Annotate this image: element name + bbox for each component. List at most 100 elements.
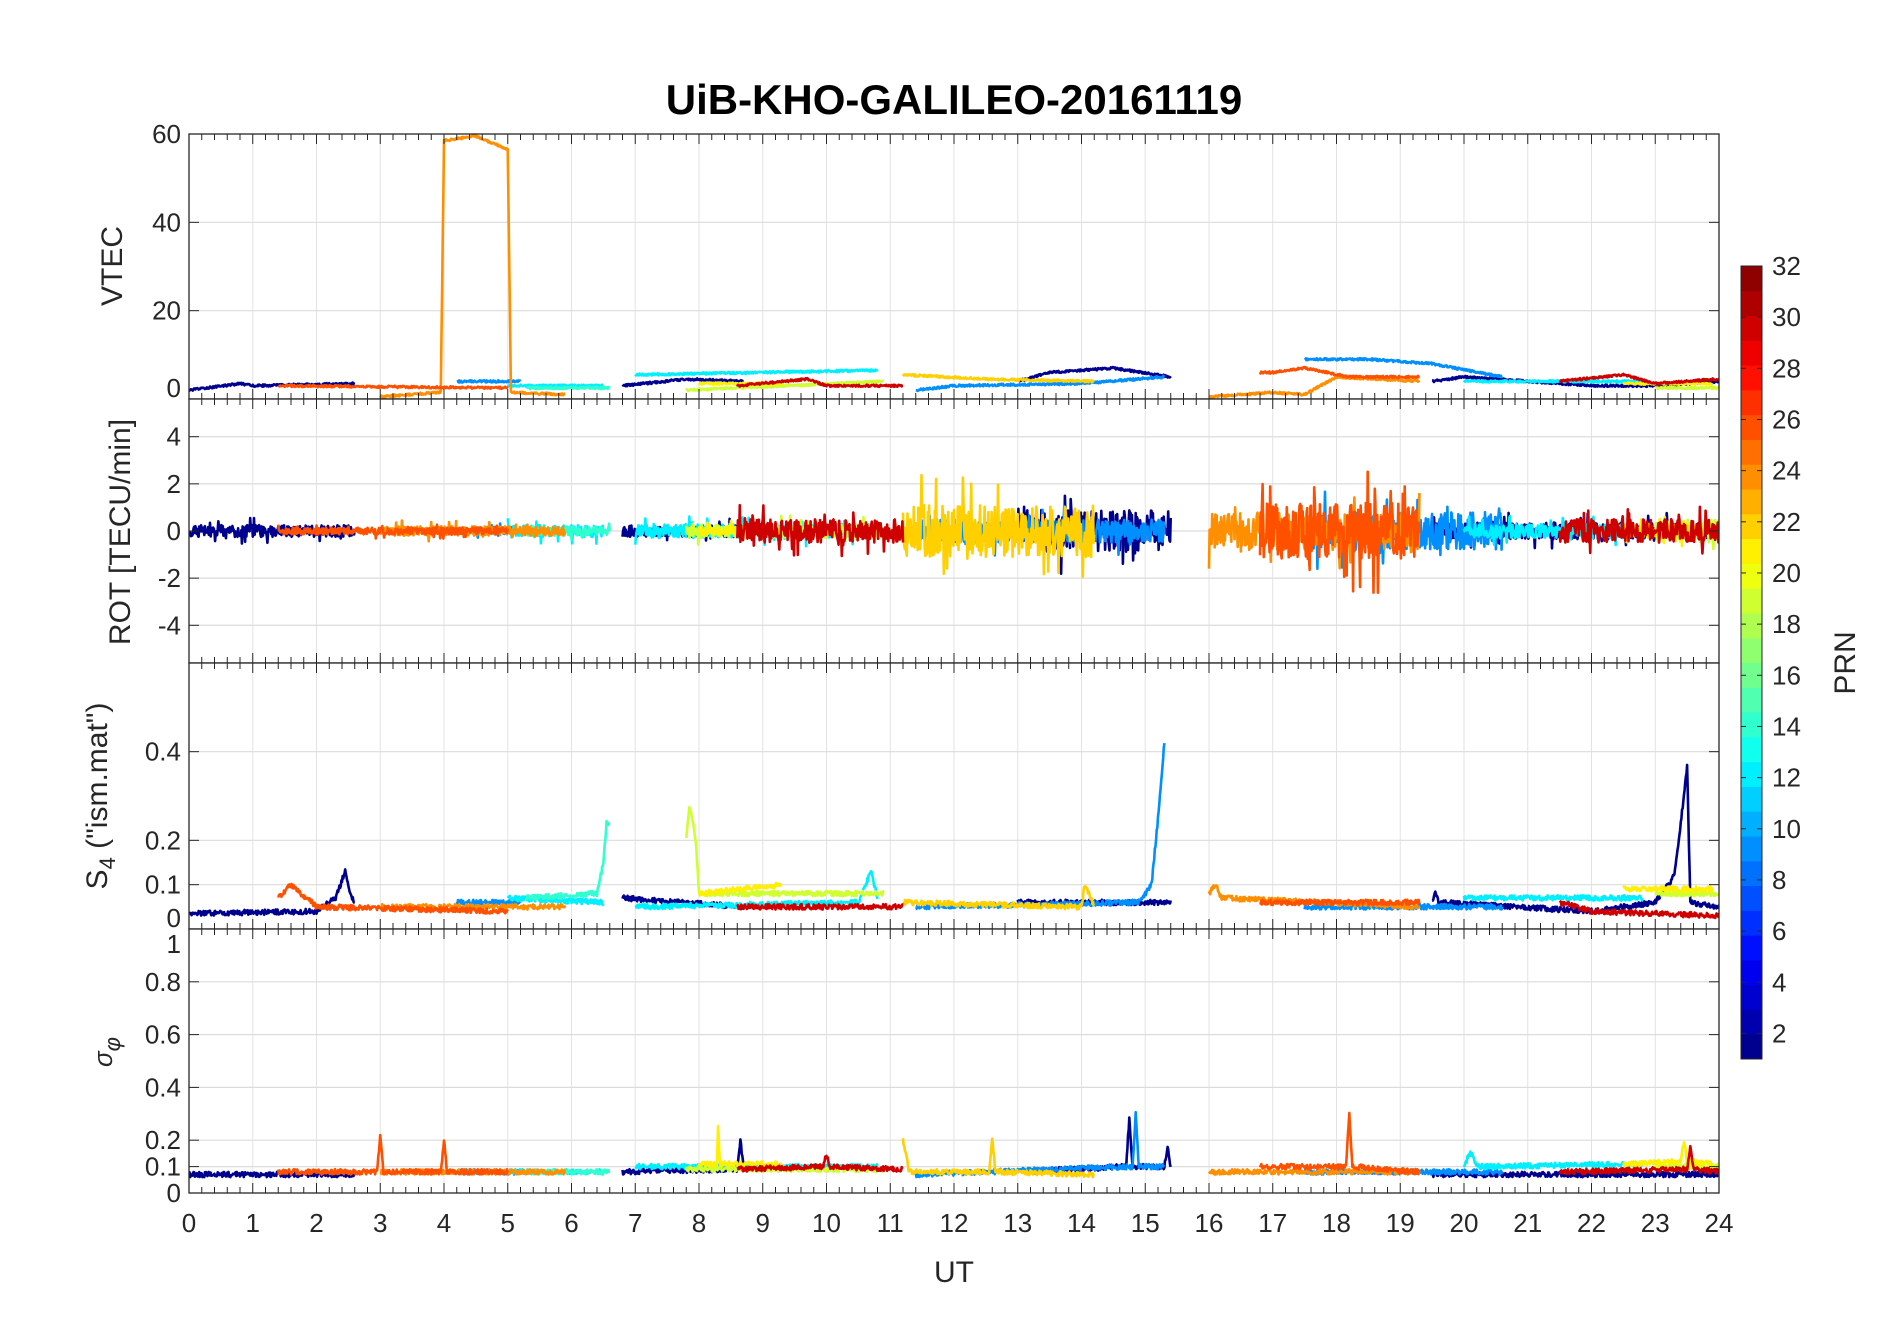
colorbar-band [1741,439,1762,465]
colorbar-band [1741,290,1762,317]
x-tick-label: 3 [373,1208,387,1238]
colorbar-band [1741,414,1762,440]
y-tick-label: 0.6 [145,1020,181,1050]
y-label-main: σ [88,1050,118,1067]
x-tick-label: 16 [1195,1208,1224,1238]
colorbar-tick-label: 30 [1772,302,1801,332]
panel-rot: -4 -2 0 2 4 ROT [TECU/min] [104,398,1720,664]
y-label-rest: ("ism.mat") [81,703,114,858]
series-group [189,134,1719,399]
colorbar-band [1741,588,1762,614]
colorbar-band [1741,885,1762,911]
series-prn-30 [1558,372,1719,386]
colorbar-tick-label: 12 [1772,763,1801,793]
y-tick-label: 20 [152,296,181,326]
colorbar-band [1741,365,1762,391]
colorbar-tick-label: 24 [1772,456,1801,486]
panel-s4: 00.1 0.2 0.4 S4 ("ism.mat") [81,662,1720,933]
colorbar-band [1741,464,1762,490]
colorbar-tick-label: 6 [1772,916,1786,946]
y-tick-label: 0.2 [145,1125,181,1155]
series-prn-26 [277,523,509,540]
colorbar-band [1741,612,1762,639]
y-tick-label: 0.8 [145,967,181,997]
series-prn-30 [1559,1144,1719,1176]
y-tick-label: 60 [152,119,181,149]
y-tick-label: 0 [167,373,181,403]
y-tick-label: 40 [152,207,181,237]
colorbar-tick-label: 2 [1772,1018,1786,1048]
series-prn-19 [685,1165,886,1174]
colorbar-band [1741,315,1762,341]
colorbar-band [1741,563,1762,589]
series-prn-14 [525,385,611,391]
colorbar-tick-label: 4 [1772,967,1786,997]
y-tick-label: 0.1 [145,870,181,900]
x-tick-label: 20 [1450,1208,1479,1238]
series-prn-12 [1462,1150,1644,1171]
x-tick-label: 15 [1131,1208,1160,1238]
colorbar-tick-label: 26 [1772,404,1801,434]
x-tick-label: 23 [1641,1208,1670,1238]
y-axis-label-sigma: σφ [88,1037,125,1067]
colorbar-tick-label: 22 [1772,507,1801,537]
x-tick-label: 2 [309,1208,323,1238]
series-prn-21 [1622,885,1714,894]
x-tick-label: 24 [1705,1208,1734,1238]
series-prn-12 [1462,893,1644,902]
y-axis-label-s4: S4 ("ism.mat") [81,703,120,890]
colorbar-tick-label: 20 [1772,558,1801,588]
series-prn-30 [1558,899,1719,920]
y-tick-label: 0.4 [145,737,181,767]
series-prn-26 [1259,898,1421,907]
series-prn-30 [736,1154,904,1173]
colorbar-band [1741,910,1762,936]
series-prn-26 [277,383,509,391]
colorbar-band [1741,389,1762,416]
colorbar-frame [1740,265,1763,1060]
x-tick-label: 8 [692,1208,706,1238]
x-axis-label: UT [934,1256,974,1289]
series-prn-19 [685,379,885,393]
series-prn-24 [1207,883,1421,911]
series-prn-30 [1558,505,1719,555]
series-prn-12 [634,368,879,377]
colorbar-band [1741,786,1762,812]
y-label-subscript: φ [100,1037,125,1051]
series-prn-24 [1207,1168,1421,1176]
colorbar-band [1741,340,1762,366]
x-tick-label: 17 [1258,1208,1287,1238]
colorbar-band [1741,761,1762,787]
series-prn-21 [697,1124,783,1168]
x-tick-label: 13 [1003,1208,1032,1238]
series-prn-1 [189,381,356,392]
colorbar-band [1741,712,1762,738]
colorbar-tick-label: 10 [1772,814,1801,844]
y-tick-label: 1 [167,929,181,959]
y-tick-label: 4 [167,422,181,452]
y-axis-label-vtec: VTEC [96,226,129,306]
series-prn-14 [525,819,611,901]
series-prn-26 [1258,1111,1421,1176]
x-tick-label: 22 [1577,1208,1606,1238]
series-prn-26 [1258,470,1421,594]
x-tick-label: 12 [940,1208,969,1238]
colorbar-band [1741,266,1762,292]
x-tick-label: 1 [246,1208,260,1238]
series-prn-22 [901,372,1095,384]
y-tick-label: 0.4 [145,1072,181,1102]
series-prn-9 [1303,356,1503,379]
x-tick-label: 19 [1386,1208,1415,1238]
y-label-main: S [81,869,114,889]
series-prn-26 [1258,365,1420,380]
series-prn-30 [736,376,904,389]
colorbar-tick-label: 18 [1772,609,1801,639]
y-axis-label-rot: ROT [TECU/min] [104,419,137,645]
series-prn-12 [1462,378,1644,384]
x-tick-label: 6 [564,1208,578,1238]
series-prn-22 [902,884,1095,911]
x-tick-label: 4 [437,1208,451,1238]
panel-sigma: 00.10.2 0.4 0.6 0.8 1 σφ [88,928,1720,1208]
colorbar-band [1741,860,1762,887]
y-tick-label: 0.2 [145,825,181,855]
